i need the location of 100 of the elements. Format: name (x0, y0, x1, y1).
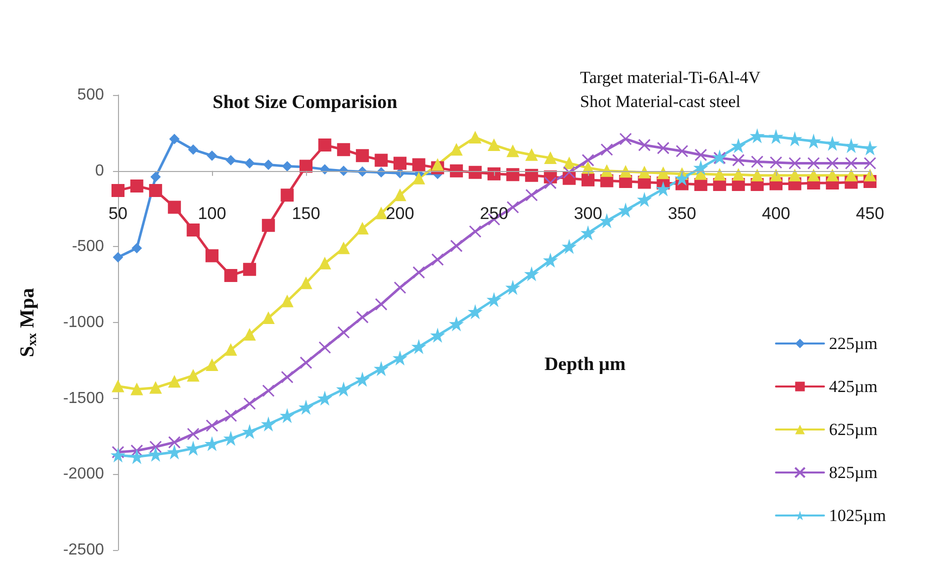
point (281, 295, 294, 308)
point (338, 242, 350, 254)
point (619, 204, 632, 217)
point (751, 169, 764, 182)
point (469, 131, 482, 144)
point (224, 410, 238, 422)
x-tick-label: 300 (574, 204, 602, 223)
point (638, 193, 651, 206)
legend-label: 225µm (828, 334, 878, 353)
point (280, 370, 294, 384)
point (468, 225, 482, 238)
point (394, 352, 406, 365)
point (112, 448, 124, 462)
point (300, 356, 312, 369)
point (468, 166, 482, 179)
point (168, 436, 181, 449)
point (356, 149, 369, 162)
point (337, 143, 350, 156)
point (506, 281, 520, 294)
point (394, 281, 406, 294)
x-tick-label: 50 (108, 204, 128, 223)
point (206, 437, 218, 450)
point (770, 156, 782, 169)
point (187, 370, 200, 382)
point (750, 155, 764, 168)
point (318, 257, 331, 270)
point (318, 341, 332, 354)
point (244, 158, 255, 168)
point (468, 305, 482, 318)
point (226, 155, 236, 166)
point (206, 358, 218, 371)
point (619, 132, 632, 146)
point (320, 164, 330, 174)
point (374, 298, 388, 311)
point (394, 189, 406, 202)
point (186, 442, 200, 455)
point (450, 318, 463, 331)
point (562, 166, 576, 179)
point (431, 328, 444, 342)
point (263, 160, 274, 170)
point (150, 382, 162, 394)
point (844, 157, 858, 170)
point (620, 166, 632, 178)
point (656, 142, 670, 154)
legend-label: 425µm (828, 377, 878, 396)
point (694, 148, 708, 162)
x-tick-label: 150 (292, 204, 320, 223)
point (788, 132, 802, 146)
point (243, 262, 256, 276)
point (280, 409, 294, 422)
point (207, 150, 217, 161)
text: Target material-Ti-6Al-4V (580, 68, 762, 87)
point (694, 161, 708, 174)
point (150, 172, 161, 182)
point (845, 169, 858, 182)
point (356, 372, 369, 386)
point (807, 157, 820, 170)
y-tick-label: 500 (77, 86, 104, 104)
point (206, 249, 218, 262)
point (149, 184, 162, 198)
point (714, 168, 726, 181)
y-tick-label: -1000 (63, 314, 104, 331)
point (168, 446, 181, 459)
point (318, 392, 332, 405)
point (169, 134, 180, 144)
point (808, 169, 820, 182)
point (188, 144, 198, 155)
point (374, 154, 388, 167)
point (582, 226, 594, 240)
point (244, 328, 256, 341)
point (337, 326, 350, 339)
point (750, 129, 764, 142)
point (300, 400, 312, 414)
point (826, 169, 838, 182)
point (844, 139, 858, 152)
point (432, 158, 444, 171)
legend-label: 1025µm (828, 506, 886, 525)
point (186, 428, 200, 440)
point (506, 168, 520, 182)
point (864, 157, 876, 170)
x-tick-label: 450 (856, 204, 884, 223)
x-tick-label: 400 (762, 204, 790, 223)
point (412, 340, 426, 354)
point (130, 444, 144, 457)
y-tick-label: -1500 (63, 390, 104, 407)
chart-title: Shot Size Comparision (212, 92, 398, 113)
point (130, 450, 144, 464)
point (526, 148, 538, 161)
point (412, 172, 425, 184)
point (450, 144, 462, 156)
point (732, 139, 745, 152)
point (600, 214, 614, 228)
point (412, 266, 426, 279)
point (243, 425, 256, 438)
point (525, 188, 538, 202)
x-tick-label: 200 (386, 204, 414, 223)
point (788, 169, 801, 182)
point (544, 152, 556, 164)
point (582, 154, 594, 166)
point (206, 419, 218, 432)
